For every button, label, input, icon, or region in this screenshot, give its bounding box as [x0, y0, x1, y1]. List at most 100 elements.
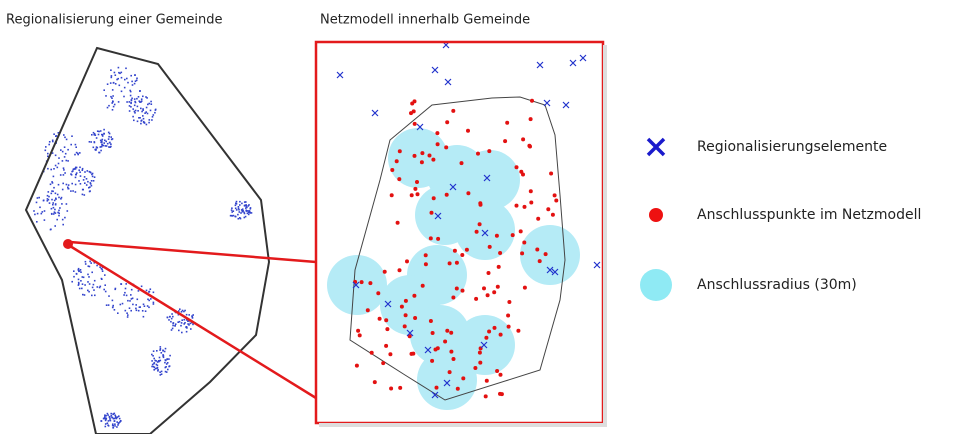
regional-dot: [166, 358, 169, 360]
regional-element: [431, 391, 439, 399]
regional-dot: [74, 183, 77, 186]
regional-dot: [118, 71, 120, 74]
regional-dot: [131, 84, 134, 86]
regional-dot: [243, 205, 246, 207]
regional-dot: [129, 90, 132, 93]
regional-dot: [160, 352, 163, 354]
municipality-outline: [24, 46, 271, 434]
legend-label: Regionalisierungselemente: [697, 139, 887, 155]
regional-dot: [239, 217, 241, 219]
regional-dot: [234, 207, 237, 210]
regional-dot: [57, 132, 60, 134]
regional-dot: [136, 298, 139, 301]
regional-dot: [58, 157, 60, 159]
regional-dot: [93, 141, 96, 143]
regional-dot: [132, 108, 134, 110]
regional-dot: [57, 162, 60, 165]
regional-element: [483, 174, 491, 182]
regional-dot: [164, 370, 167, 373]
regional-dot: [45, 146, 47, 148]
regional-dot: [53, 211, 56, 213]
regional-dot: [78, 270, 80, 273]
regional-dot: [36, 197, 39, 199]
regional-dot: [54, 225, 56, 227]
regional-dot: [147, 298, 149, 301]
regional-dot: [47, 152, 49, 155]
connection-point: [477, 222, 482, 227]
connection-point: [478, 201, 483, 206]
legend-dot: [649, 208, 663, 222]
regional-dot: [184, 322, 186, 324]
regional-dot: [229, 214, 232, 217]
connection-point: [430, 358, 435, 363]
connection-point: [546, 207, 551, 212]
connection-points: [353, 98, 559, 399]
regional-element: [481, 229, 489, 237]
regional-dot: [62, 182, 64, 185]
regional-dot: [47, 198, 50, 201]
regional-dot: [105, 418, 107, 421]
regional-dot: [155, 363, 158, 366]
regional-dot: [152, 291, 155, 294]
regional-dot: [164, 361, 166, 364]
regional-dot: [113, 420, 116, 422]
regional-dot: [159, 346, 162, 348]
regional-dot: [95, 137, 98, 139]
regional-element: [431, 66, 439, 74]
connection-point: [384, 343, 389, 348]
regional-dot: [112, 423, 114, 425]
regional-dot: [82, 276, 85, 279]
regional-dot: [191, 317, 194, 319]
regional-dot: [84, 263, 87, 265]
connection-point: [435, 346, 440, 351]
regional-dot: [36, 221, 38, 223]
connection-point: [411, 351, 416, 356]
regional-element: [416, 123, 424, 131]
regional-dot: [103, 132, 105, 135]
regional-dot: [67, 187, 70, 190]
regional-dot: [81, 167, 84, 170]
regional-dot: [184, 309, 186, 312]
regional-dot: [183, 323, 185, 325]
radius-circle: [327, 255, 387, 315]
regional-dot: [138, 117, 140, 119]
regional-dot: [174, 325, 176, 327]
regional-dot: [47, 167, 49, 170]
regional-dot: [238, 211, 241, 213]
regional-dot: [110, 143, 112, 145]
regional-dot: [91, 173, 93, 176]
connection-point: [474, 229, 479, 234]
regional-dot: [87, 281, 89, 283]
regional-dot: [54, 208, 56, 211]
connection-point: [427, 153, 432, 158]
regional-dot: [84, 182, 86, 184]
regional-dot: [130, 106, 132, 108]
regional-dot: [106, 422, 109, 424]
regional-dot: [88, 290, 90, 293]
connection-point: [482, 286, 486, 291]
regional-dot: [56, 193, 59, 196]
regional-dot: [63, 156, 66, 158]
regional-dot: [64, 172, 66, 174]
regional-dot: [120, 71, 123, 74]
connection-point: [385, 327, 390, 332]
box-shadow: [603, 45, 607, 427]
regional-dot: [61, 150, 64, 153]
regional-dot: [107, 420, 110, 422]
regional-dot: [101, 140, 103, 143]
connection-point: [466, 191, 471, 196]
connection-point: [460, 253, 465, 257]
regional-element: [546, 266, 554, 274]
regional-dot: [91, 134, 93, 136]
regional-dot: [126, 101, 128, 103]
regional-dot: [241, 210, 244, 213]
regional-dot: [148, 306, 150, 309]
regional-element: [434, 212, 442, 220]
regional-dot: [104, 417, 106, 420]
connection-point: [449, 349, 454, 354]
regional-dot: [90, 262, 92, 264]
regional-dot: [48, 141, 51, 143]
regional-dot: [155, 360, 157, 362]
regional-dot: [47, 191, 50, 193]
regional-dot: [129, 89, 131, 92]
